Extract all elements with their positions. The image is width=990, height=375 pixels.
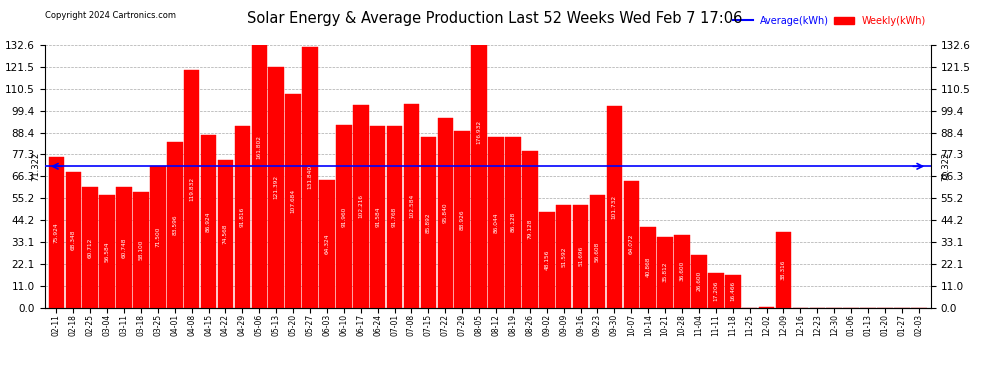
Text: Copyright 2024 Cartronics.com: Copyright 2024 Cartronics.com [45, 11, 175, 20]
Text: 75.924: 75.924 [53, 222, 58, 243]
Bar [488, 137, 504, 308]
Text: 86.044: 86.044 [494, 212, 499, 232]
Bar [285, 94, 301, 308]
Bar [184, 70, 199, 308]
Bar [99, 195, 115, 308]
Text: 68.348: 68.348 [71, 230, 76, 250]
Bar [302, 46, 318, 308]
Text: 56.584: 56.584 [105, 241, 110, 262]
Text: 176.932: 176.932 [476, 120, 481, 144]
Text: 107.684: 107.684 [291, 189, 296, 213]
Text: 79.128: 79.128 [528, 219, 533, 239]
Bar [590, 195, 605, 308]
Bar [776, 232, 791, 308]
Text: 91.584: 91.584 [375, 207, 380, 227]
Bar [539, 212, 554, 308]
Text: 56.608: 56.608 [595, 241, 600, 262]
Text: 102.584: 102.584 [409, 194, 414, 218]
Text: 71.500: 71.500 [155, 226, 160, 247]
Bar [505, 137, 521, 308]
Text: 85.892: 85.892 [426, 212, 431, 233]
Text: 35.812: 35.812 [662, 262, 667, 282]
Bar [268, 67, 284, 308]
Text: 86.924: 86.924 [206, 211, 211, 232]
Text: 26.600: 26.600 [696, 271, 702, 291]
Bar [251, 0, 267, 308]
Text: 60.748: 60.748 [122, 237, 127, 258]
Text: 91.768: 91.768 [392, 207, 397, 227]
Bar [235, 126, 250, 308]
Bar [691, 255, 707, 308]
Bar [421, 138, 437, 308]
Bar [116, 187, 132, 308]
Bar [556, 206, 571, 308]
Bar [82, 187, 98, 308]
Text: 64.324: 64.324 [325, 234, 330, 254]
Bar [641, 226, 656, 308]
Bar [522, 151, 538, 308]
Text: 58.100: 58.100 [139, 240, 144, 260]
Bar [471, 0, 487, 308]
Bar [657, 237, 673, 308]
Bar [454, 132, 470, 308]
Text: 91.816: 91.816 [240, 207, 245, 227]
Text: 60.712: 60.712 [88, 237, 93, 258]
Bar [218, 160, 234, 308]
Text: 83.596: 83.596 [172, 214, 177, 235]
Bar [438, 118, 453, 308]
Bar [353, 105, 368, 308]
Bar [387, 126, 402, 308]
Bar [404, 104, 419, 308]
Bar [573, 205, 588, 308]
Bar [674, 235, 690, 308]
Bar [133, 192, 148, 308]
Text: 102.216: 102.216 [358, 194, 363, 218]
Bar [65, 172, 81, 308]
Legend: Average(kWh), Weekly(kWh): Average(kWh), Weekly(kWh) [734, 16, 926, 26]
Bar [708, 273, 724, 308]
Bar [336, 126, 351, 308]
Text: 86.128: 86.128 [511, 212, 516, 232]
Text: 121.392: 121.392 [273, 175, 279, 200]
Text: 71.322: 71.322 [941, 152, 950, 181]
Bar [150, 166, 165, 308]
Text: 88.926: 88.926 [459, 209, 464, 230]
Bar [624, 181, 640, 308]
Bar [370, 126, 385, 308]
Text: 16.466: 16.466 [731, 281, 736, 301]
Text: 101.732: 101.732 [612, 195, 617, 219]
Text: 51.592: 51.592 [561, 246, 566, 267]
Text: 36.600: 36.600 [679, 261, 684, 282]
Text: 17.206: 17.206 [714, 280, 719, 301]
Bar [319, 180, 335, 308]
Bar [607, 106, 622, 307]
Bar [167, 142, 182, 308]
Text: 74.568: 74.568 [223, 224, 228, 244]
Text: 48.156: 48.156 [544, 250, 549, 270]
Text: 38.316: 38.316 [781, 260, 786, 280]
Text: 51.696: 51.696 [578, 246, 583, 267]
Text: 161.802: 161.802 [256, 135, 261, 159]
Text: 91.960: 91.960 [342, 206, 346, 226]
Text: 64.072: 64.072 [629, 234, 634, 254]
Bar [49, 157, 64, 308]
Text: 71.322: 71.322 [32, 152, 41, 181]
Text: 131.840: 131.840 [308, 165, 313, 189]
Text: 95.840: 95.840 [443, 202, 447, 223]
Text: 119.832: 119.832 [189, 177, 194, 201]
Bar [201, 135, 217, 308]
Text: Solar Energy & Average Production Last 52 Weeks Wed Feb 7 17:06: Solar Energy & Average Production Last 5… [248, 11, 742, 26]
Text: 40.868: 40.868 [645, 257, 650, 277]
Bar [725, 275, 741, 308]
